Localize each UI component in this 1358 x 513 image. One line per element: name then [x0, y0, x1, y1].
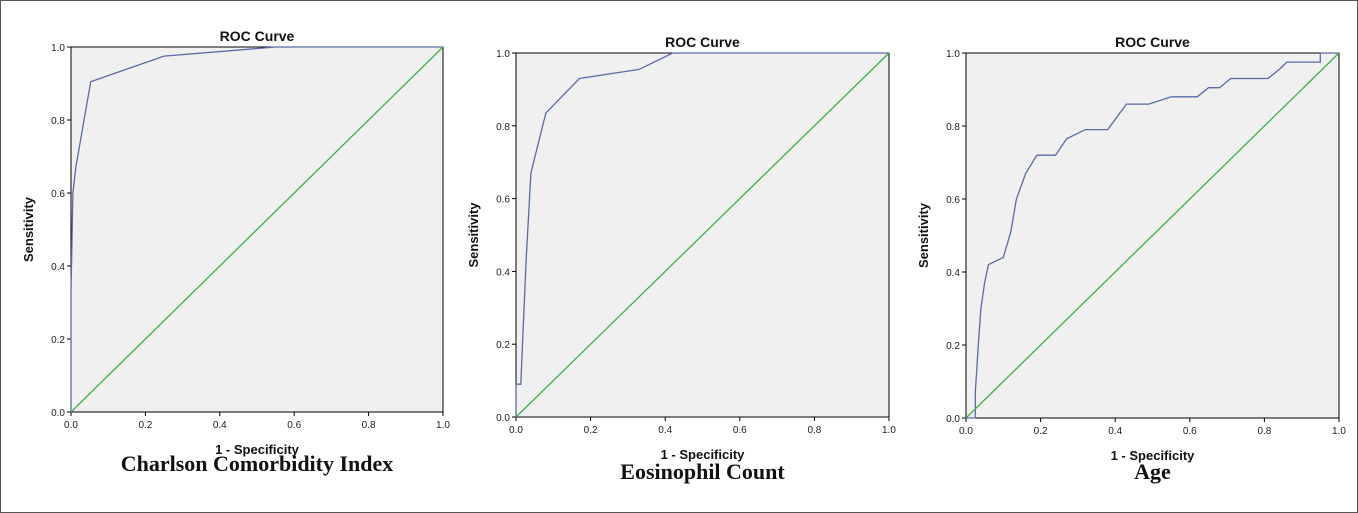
y-tick-label: 0.0 — [51, 408, 65, 419]
panel-caption: Charlson Comorbidity Index — [120, 451, 394, 476]
x-tick-label: 0.4 — [1108, 426, 1122, 437]
y-tick-label: 0.0 — [946, 414, 960, 425]
y-tick-label: 0.6 — [496, 195, 510, 206]
y-tick-label: 1.0 — [946, 49, 960, 60]
y-tick-label: 0.0 — [496, 413, 510, 424]
x-axis-label: 1 - Specificity — [661, 447, 746, 462]
x-tick-label: 0.2 — [1034, 426, 1048, 437]
y-tick-label: 0.4 — [496, 267, 510, 278]
x-tick-label: 1.0 — [1332, 426, 1346, 437]
chart-panel-3: ROC Curve 0.0 0.2 0.4 0.6 0.8 1.0 0.0 0.2 0.4 0.6 0… — [916, 34, 1346, 463]
chart-panel-1: ROC Curve 0.0 0.2 0.4 0.6 0.8 1.0 0.0 0.2 0.4 0.6 0… — [21, 28, 450, 457]
x-tick-label: 0.0 — [64, 420, 78, 431]
y-tick-label: 0.8 — [51, 116, 65, 127]
y-axis-label: Sensitivity — [21, 196, 36, 262]
x-tick-label: 0.6 — [1183, 426, 1197, 437]
roc-curve-line — [966, 52, 1339, 419]
x-tick-label: 0.4 — [658, 425, 672, 436]
y-tick-label: 0.6 — [51, 189, 65, 200]
x-tick-label: 1.0 — [882, 425, 896, 436]
panel-caption: Age — [1134, 459, 1171, 484]
x-tick-label: 0.4 — [213, 420, 227, 431]
y-axis-label: Sensitivity — [466, 202, 481, 268]
y-tick-label: 0.4 — [946, 268, 960, 279]
reference-diagonal-line — [515, 52, 890, 418]
x-tick-label: 0.2 — [584, 425, 598, 436]
x-tick-label: 0.8 — [807, 425, 821, 436]
chart-title: ROC Curve — [1115, 34, 1190, 50]
y-tick-label: 0.2 — [496, 340, 510, 351]
roc-curve-line — [70, 46, 443, 412]
y-tick-label: 0.4 — [51, 262, 65, 273]
x-axis-label: 1 - Specificity — [1111, 448, 1196, 463]
y-tick-label: 1.0 — [496, 49, 510, 60]
reference-diagonal-line — [965, 52, 1340, 419]
y-tick-label: 0.8 — [946, 122, 960, 133]
chart-title: ROC Curve — [665, 34, 740, 50]
reference-diagonal-line — [70, 46, 444, 413]
y-tick-label: 0.8 — [496, 122, 510, 133]
chart-panel-2: ROC Curve 0.0 0.2 0.4 0.6 0.8 1.0 0.0 0.2 0.4 0.6 0… — [466, 34, 896, 462]
x-tick-label: 0.0 — [509, 425, 523, 436]
x-tick-label: 0.6 — [287, 420, 301, 431]
y-tick-label: 0.2 — [51, 335, 65, 346]
y-tick-label: 1.0 — [51, 43, 65, 54]
x-tick-label: 0.2 — [138, 420, 152, 431]
chart-title: ROC Curve — [220, 28, 295, 44]
roc-curve-line — [515, 52, 889, 417]
x-tick-label: 0.8 — [362, 420, 376, 431]
panel-caption: Eosinophil Count — [620, 459, 785, 484]
x-tick-label: 0.0 — [959, 426, 973, 437]
x-axis-label: 1 - Specificity — [215, 442, 300, 457]
y-axis-label: Sensitivity — [916, 202, 931, 268]
x-tick-label: 0.8 — [1257, 426, 1271, 437]
x-tick-label: 1.0 — [436, 420, 450, 431]
y-tick-label: 0.6 — [946, 195, 960, 206]
y-tick-label: 0.2 — [946, 341, 960, 352]
x-tick-label: 0.6 — [733, 425, 747, 436]
